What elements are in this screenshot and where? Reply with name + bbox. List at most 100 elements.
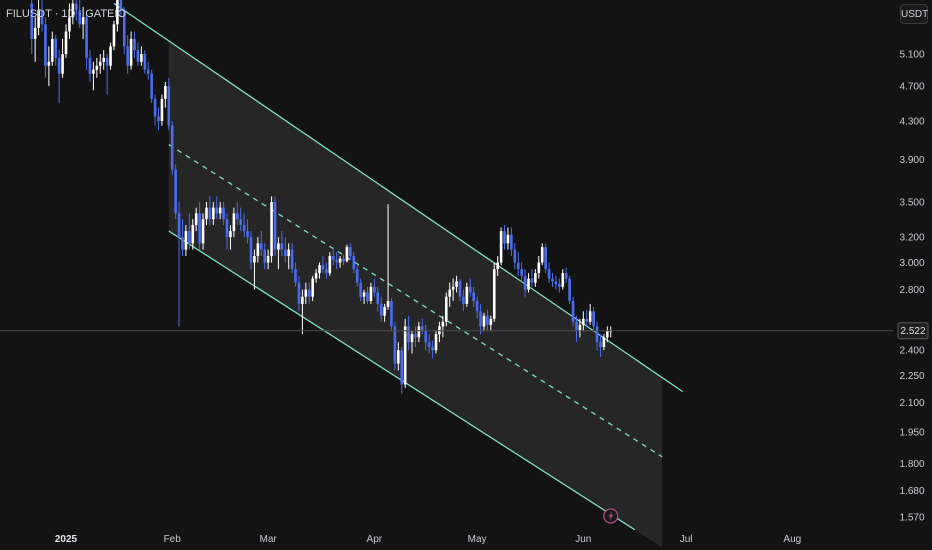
candle xyxy=(191,219,195,250)
candle-body xyxy=(194,213,198,226)
candle-body xyxy=(403,326,407,385)
candle xyxy=(602,334,606,351)
event-marker[interactable] xyxy=(603,508,619,524)
candle xyxy=(126,35,129,74)
candle-body xyxy=(122,10,126,47)
candle-body xyxy=(530,278,534,283)
candle xyxy=(212,201,215,226)
candle-body xyxy=(119,0,123,11)
channel-upper-line xyxy=(113,2,684,393)
y-tick-label: 2.400 xyxy=(899,346,924,357)
candle-body xyxy=(359,282,362,297)
candle-body xyxy=(270,201,273,257)
symbol-title[interactable]: FILUSDT · 1D · GATEIO xyxy=(6,8,126,20)
candle-body xyxy=(479,311,482,327)
candle-body xyxy=(136,50,140,62)
candle-body xyxy=(352,256,356,270)
candle xyxy=(321,256,325,274)
candle-body xyxy=(321,265,325,270)
candle xyxy=(194,207,198,232)
candle-body xyxy=(198,213,201,244)
currency-button[interactable]: USDT xyxy=(900,4,928,24)
candle xyxy=(496,256,499,276)
candle xyxy=(239,207,243,232)
candle-body xyxy=(534,273,537,283)
candle xyxy=(37,0,40,36)
candle xyxy=(376,286,380,312)
candle xyxy=(489,315,493,332)
candle xyxy=(253,249,256,290)
candle-body xyxy=(496,262,499,270)
y-tick-label: 1.950 xyxy=(899,427,924,438)
candle-body xyxy=(318,265,321,274)
y-tick-label: 1.570 xyxy=(899,513,924,524)
candle xyxy=(318,262,321,279)
candle xyxy=(373,278,376,297)
y-tick-label: 2.250 xyxy=(899,371,924,382)
candle xyxy=(335,252,338,270)
candle xyxy=(33,17,37,62)
candle-body xyxy=(92,69,95,74)
candle xyxy=(575,315,578,343)
candle xyxy=(40,0,44,32)
candle xyxy=(366,286,369,304)
candle-body xyxy=(78,10,82,25)
candle xyxy=(81,6,85,39)
candle xyxy=(564,267,568,283)
price-axis[interactable]: 5.100 4.700 4.300 3.900 3.500 3.200 3.000 2.800… xyxy=(899,50,924,524)
candle-body xyxy=(393,326,397,364)
candle xyxy=(150,69,153,104)
regression-channel[interactable] xyxy=(113,2,684,548)
candle xyxy=(64,24,68,58)
candle-body xyxy=(592,311,595,327)
candle xyxy=(294,262,297,287)
x-tick-label: May xyxy=(468,534,487,545)
time-axis[interactable]: 2025 Feb Mar Apr May Jun Jul Aug xyxy=(55,534,801,545)
candle-body xyxy=(472,292,475,302)
candle xyxy=(78,0,82,28)
candle-body xyxy=(160,98,164,122)
candle-body xyxy=(444,296,448,322)
candle-body xyxy=(331,256,335,260)
candle-body xyxy=(297,282,301,304)
candle xyxy=(116,0,119,32)
candle-body xyxy=(57,57,61,74)
candle-body xyxy=(263,249,267,263)
candle-body xyxy=(307,289,311,297)
candle-body xyxy=(201,219,205,244)
candle-body xyxy=(236,213,239,220)
candle-body xyxy=(489,318,493,325)
candle xyxy=(393,321,397,371)
candle xyxy=(434,331,438,354)
candle xyxy=(558,278,561,293)
candle xyxy=(301,289,304,335)
candle xyxy=(164,81,167,108)
candle-body xyxy=(571,301,575,322)
candle xyxy=(592,306,595,332)
candle xyxy=(342,254,345,266)
candle-body xyxy=(451,286,455,290)
y-tick-label: 4.300 xyxy=(899,117,924,128)
candle xyxy=(448,282,452,307)
candle-body xyxy=(44,24,47,66)
x-tick-label: Apr xyxy=(367,534,383,545)
candle-body xyxy=(222,207,225,220)
candle-body xyxy=(85,17,88,58)
candle-body xyxy=(606,331,609,338)
candle xyxy=(174,164,177,220)
candle-body xyxy=(585,318,589,322)
candle-body xyxy=(342,258,345,262)
candle-body xyxy=(64,31,68,54)
candle xyxy=(355,265,359,287)
candle xyxy=(383,303,386,322)
candle-body xyxy=(455,281,458,287)
candle-body xyxy=(544,247,547,270)
candle xyxy=(606,326,609,343)
candle xyxy=(523,269,527,297)
candle xyxy=(133,31,136,58)
candle-body xyxy=(184,231,188,250)
candle xyxy=(609,326,613,338)
candle-body xyxy=(414,334,417,338)
y-tick-label: 2.100 xyxy=(899,398,924,409)
